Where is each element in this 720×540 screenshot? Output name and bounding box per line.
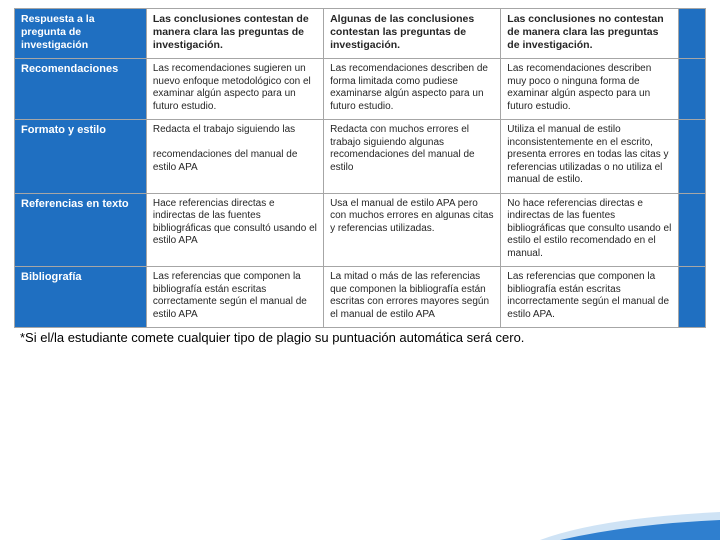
table-row: BibliografíaLas referencias que componen…	[15, 267, 706, 328]
category-cell: Referencias en texto	[15, 193, 147, 267]
rubric-cell: Redacta con muchos errores el trabajo si…	[324, 120, 501, 194]
empty-cell	[678, 193, 705, 267]
rubric-cell: Redacta el trabajo siguiendo lasrecomend…	[146, 120, 323, 194]
rubric-cell: Utiliza el manual de estilo inconsistent…	[501, 120, 678, 194]
rubric-cell: La mitad o más de las referencias que co…	[324, 267, 501, 328]
empty-cell	[678, 267, 705, 328]
rubric-cell: No hace referencias directas e indirecta…	[501, 193, 678, 267]
category-cell: Bibliografía	[15, 267, 147, 328]
rubric-cell: Usa el manual de estilo APA pero con muc…	[324, 193, 501, 267]
category-cell: Respuesta a la pregunta de investigación	[15, 9, 147, 59]
table-row: Respuesta a la pregunta de investigación…	[15, 9, 706, 59]
rubric-cell: Las referencias que componen la bibliogr…	[501, 267, 678, 328]
table-row: RecomendacionesLas recomendaciones sugie…	[15, 59, 706, 120]
empty-cell	[678, 59, 705, 120]
table-row: Formato y estiloRedacta el trabajo sigui…	[15, 120, 706, 194]
empty-cell	[678, 9, 705, 59]
footnote-text: *Si el/la estudiante comete cualquier ti…	[14, 330, 706, 345]
table-row: Referencias en textoHace referencias dir…	[15, 193, 706, 267]
category-cell: Recomendaciones	[15, 59, 147, 120]
rubric-cell: Algunas de las conclusiones contestan la…	[324, 9, 501, 59]
rubric-cell: Las recomendaciones sugieren un nuevo en…	[146, 59, 323, 120]
rubric-cell: Las recomendaciones describen muy poco o…	[501, 59, 678, 120]
rubric-cell: Las referencias que componen la bibliogr…	[146, 267, 323, 328]
rubric-cell: Las conclusiones no contestan de manera …	[501, 9, 678, 59]
category-cell: Formato y estilo	[15, 120, 147, 194]
empty-cell	[678, 120, 705, 194]
rubric-cell: Las conclusiones contestan de manera cla…	[146, 9, 323, 59]
rubric-cell: Las recomendaciones describen de forma l…	[324, 59, 501, 120]
rubric-table: Respuesta a la pregunta de investigación…	[14, 8, 706, 328]
rubric-cell: Hace referencias directas e indirectas d…	[146, 193, 323, 267]
